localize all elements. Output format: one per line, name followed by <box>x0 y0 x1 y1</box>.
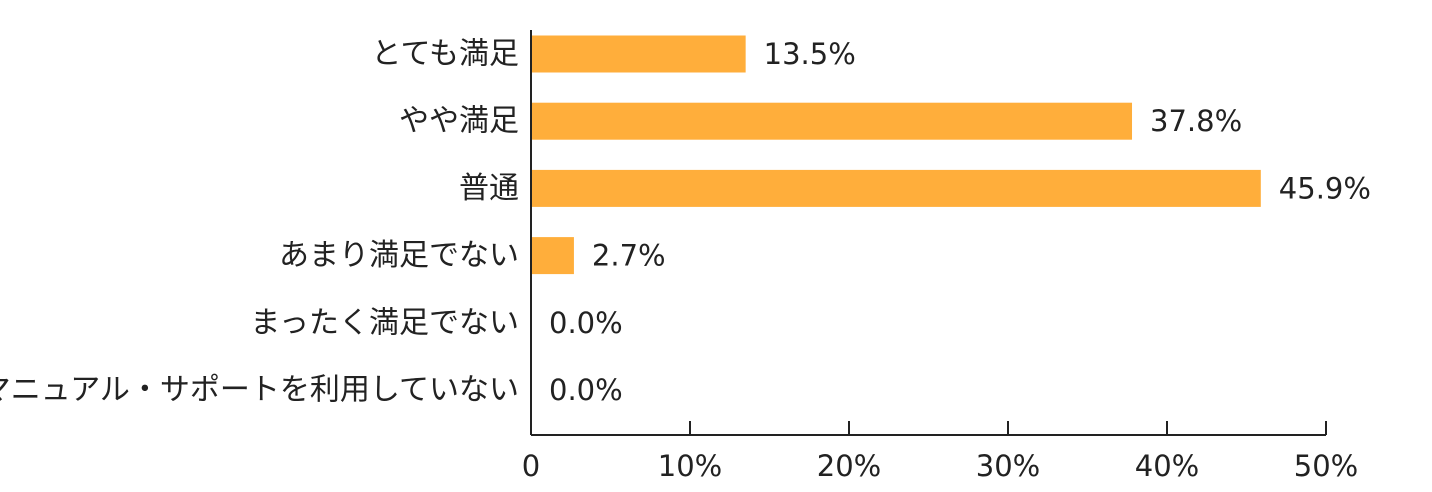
x-tick-label: 20% <box>817 449 881 483</box>
bar <box>531 35 746 73</box>
value-label: 45.9% <box>1279 171 1371 205</box>
category-label: 普通 <box>459 171 519 206</box>
value-label: 13.5% <box>764 37 856 71</box>
value-label: 0.0% <box>549 373 623 407</box>
value-label: 2.7% <box>592 239 666 273</box>
x-tick-label: 30% <box>976 449 1040 483</box>
category-label: マニュアル・サポートを利用していない <box>0 373 519 408</box>
category-label: あまり満足でない <box>279 238 519 273</box>
category-label: まったく満足でない <box>250 305 519 340</box>
x-tick-label: 0 <box>522 449 540 483</box>
bars-layer <box>531 35 1261 275</box>
category-label: とても満足 <box>371 37 519 72</box>
category-label: やや満足 <box>399 104 519 139</box>
axis-layer <box>530 30 1327 436</box>
value-label: 0.0% <box>549 306 623 340</box>
x-tick-label: 10% <box>658 449 722 483</box>
bar <box>531 169 1261 207</box>
labels-layer: とても満足 13.5% やや満足 37.8% 普通 45.9% あまり満足でない 2.7% まっ… <box>0 37 1371 484</box>
bar <box>531 237 574 275</box>
x-tick-label: 40% <box>1135 449 1199 483</box>
x-tick-label: 50% <box>1294 449 1358 483</box>
bar <box>531 102 1133 140</box>
value-label: 37.8% <box>1150 104 1242 138</box>
